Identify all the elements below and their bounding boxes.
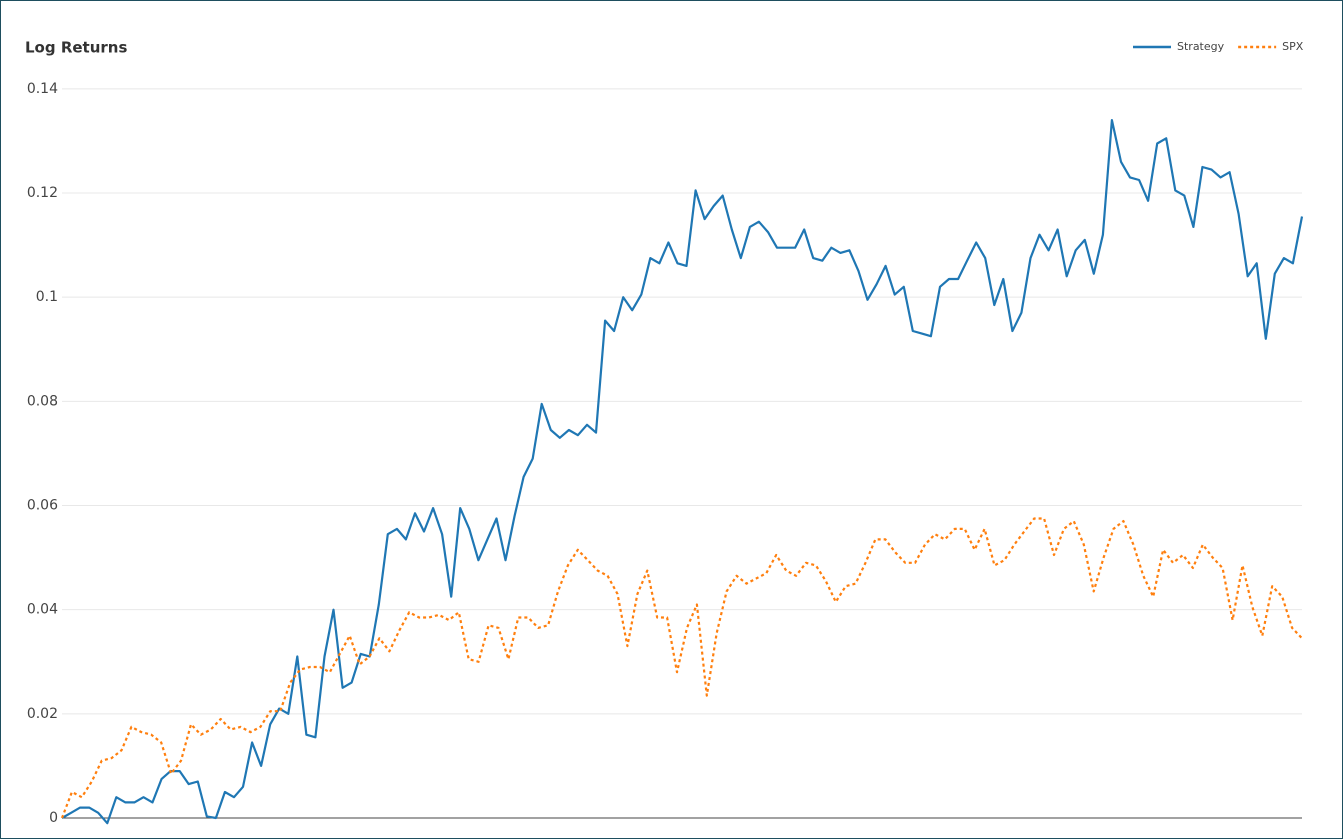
y-tick-label: 0.12 bbox=[27, 185, 58, 201]
y-tick-label: 0.08 bbox=[27, 393, 58, 409]
series-line bbox=[60, 517, 1303, 819]
series-line bbox=[61, 119, 1304, 825]
y-tick-label: 0.02 bbox=[27, 706, 58, 722]
grid: 0 0.02 0.04 0.06 0.08 0.1 0.12 0.14 bbox=[27, 81, 1302, 826]
y-tick-label: 0.06 bbox=[27, 498, 58, 514]
y-tick-label: 0.1 bbox=[36, 289, 58, 305]
y-tick-label: 0.14 bbox=[27, 81, 58, 97]
legend: Strategy SPX bbox=[1133, 40, 1304, 53]
lines bbox=[60, 119, 1304, 825]
y-tick-label: 0.04 bbox=[27, 602, 58, 618]
legend-label: SPX bbox=[1282, 40, 1304, 53]
y-tick-label: 0 bbox=[49, 810, 58, 826]
legend-label: Strategy bbox=[1177, 40, 1225, 53]
chart-title: Log Returns bbox=[25, 39, 127, 57]
